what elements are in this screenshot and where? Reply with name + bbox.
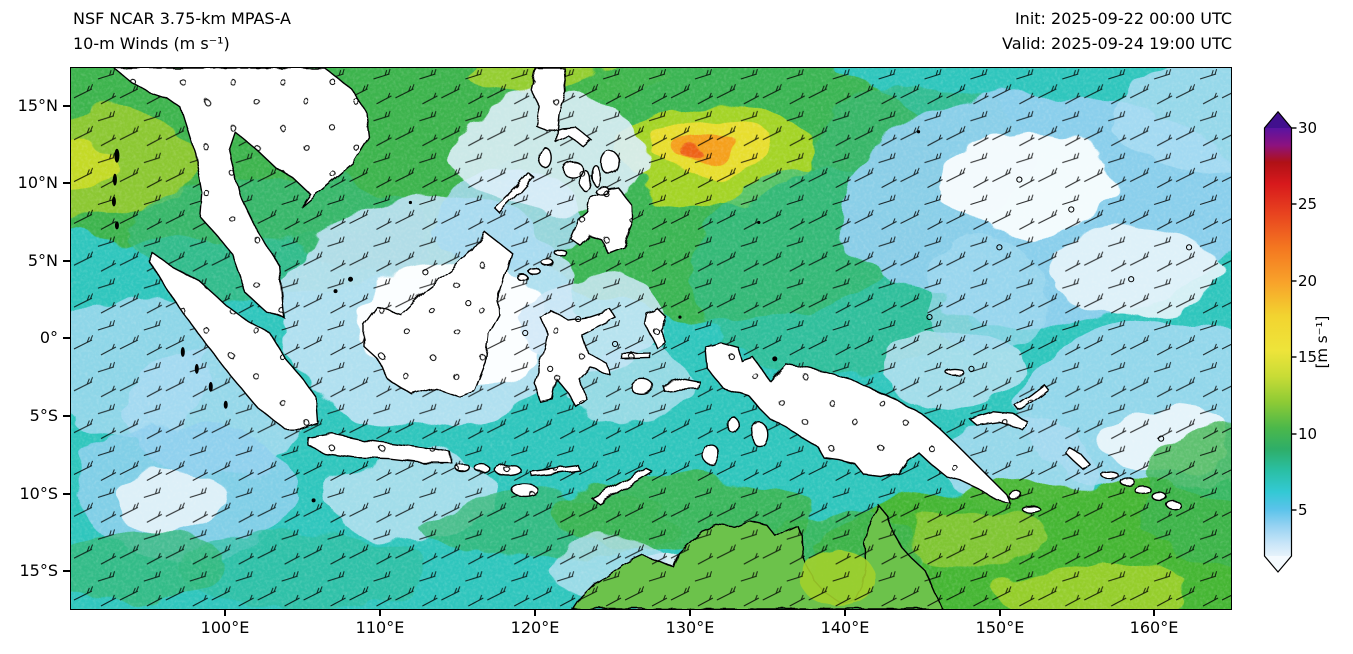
map-panel: [70, 67, 1232, 610]
x-tick-label: 120°E: [510, 618, 560, 637]
x-axis-tick: [999, 610, 1001, 616]
y-axis-tick: [63, 105, 70, 107]
init-time-label: Init: 2025-09-22 00:00 UTC: [1014, 9, 1232, 28]
y-axis-tick: [63, 493, 70, 495]
x-axis-tick: [534, 610, 536, 616]
y-tick-label: 15°N: [17, 96, 58, 115]
y-axis-tick: [63, 337, 70, 339]
colorbar-tick-label: 10: [1298, 425, 1318, 443]
y-tick-label: 15°S: [19, 561, 58, 580]
small-islands: [111, 130, 921, 503]
valid-time-label: Valid: 2025-09-24 19:00 UTC: [1001, 34, 1232, 53]
x-tick-label: 130°E: [665, 618, 715, 637]
y-tick-label: 10°N: [17, 173, 58, 192]
plot-title-block: NSF NCAR 3.75-km MPAS-A 10-m Winds (m s⁻…: [73, 6, 291, 56]
x-axis-tick: [224, 610, 226, 616]
y-axis-tick: [63, 182, 70, 184]
time-info-block: Init: 2025-09-22 00:00 UTC Valid: 2025-0…: [1002, 6, 1232, 56]
y-tick-label: 10°S: [19, 484, 58, 503]
colorbar-unit-label: [m s⁻¹]: [1313, 315, 1331, 369]
x-axis-tick: [379, 610, 381, 616]
colorbar-tick-label: 15: [1298, 348, 1318, 366]
x-tick-label: 140°E: [820, 618, 870, 637]
y-axis-tick: [63, 415, 70, 417]
calm-circles-ocean: [422, 176, 1193, 442]
x-tick-label: 100°E: [200, 618, 250, 637]
colorbar-extend-min: [1264, 556, 1292, 572]
colorbar-ticks: [1291, 127, 1297, 511]
x-tick-label: 150°E: [975, 618, 1025, 637]
x-tick-label: 110°E: [355, 618, 405, 637]
x-axis-tick: [689, 610, 691, 616]
plot-title-variable: 10-m Winds (m s⁻¹): [73, 34, 230, 53]
colorbar: [1262, 110, 1302, 576]
y-axis-tick: [63, 570, 70, 572]
colorbar-tick-label: 30: [1298, 119, 1318, 137]
y-tick-label: 5°S: [29, 406, 58, 425]
plot-title-model: NSF NCAR 3.75-km MPAS-A: [73, 9, 291, 28]
colorbar-tick-label: 25: [1298, 195, 1318, 213]
colorbar-graphic: [1263, 110, 1297, 573]
y-axis-tick: [63, 260, 70, 262]
y-tick-label: 5°N: [27, 251, 58, 270]
colorbar-tick-label: 5: [1298, 501, 1308, 519]
colorbar-tick-label: 20: [1298, 272, 1318, 290]
y-tick-label: 0°: [39, 328, 58, 347]
wind-map: [71, 68, 1231, 609]
colorbar-gradient: [1264, 128, 1292, 556]
x-tick-label: 160°E: [1129, 618, 1179, 637]
x-axis-tick: [844, 610, 846, 616]
colorbar-extend-max: [1264, 111, 1292, 128]
x-axis-tick: [1153, 610, 1155, 616]
